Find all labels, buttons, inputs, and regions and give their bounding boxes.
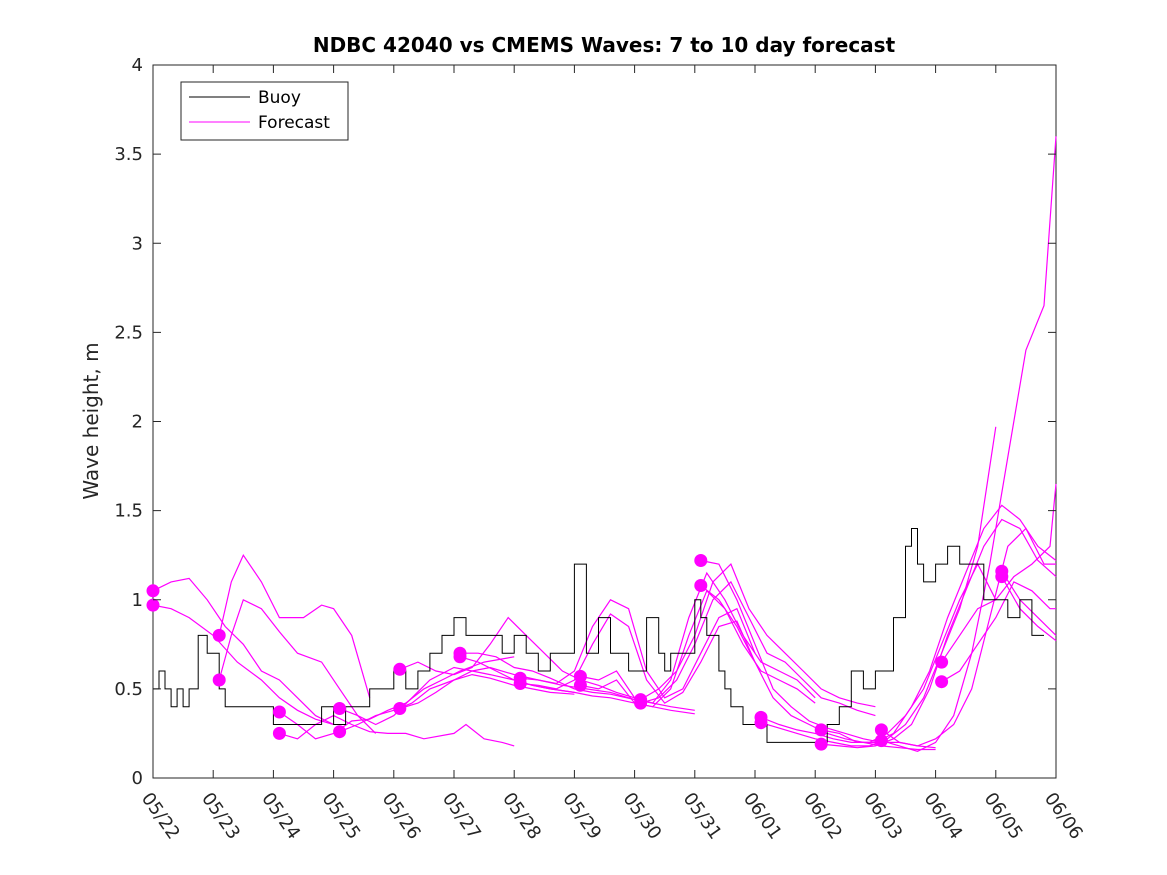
forecast-start-point-25 — [874, 723, 888, 737]
forecast-line-17 — [640, 563, 876, 708]
forecast-start-point-14 — [513, 677, 527, 690]
forecast-start-point-15 — [573, 669, 587, 683]
buoy-line — [153, 528, 1044, 743]
legend-forecast-label: Forecast — [258, 113, 330, 133]
forecast-start-point-22 — [754, 716, 768, 730]
forecast-start-point-3 — [212, 628, 226, 642]
forecast-start-point-24 — [814, 737, 828, 751]
forecast-start-point-1 — [146, 584, 160, 598]
y-tick-label: 1 — [132, 590, 143, 611]
forecast-start-point-18 — [634, 696, 648, 710]
forecast-start-point-7 — [333, 702, 347, 715]
forecast-line-15 — [580, 571, 816, 704]
forecast-start-point-5 — [272, 705, 286, 719]
forecast-line-25 — [881, 527, 1056, 747]
forecast-start-point-23 — [814, 723, 828, 737]
forecast-start-point-10 — [393, 702, 407, 715]
forecast-line-5 — [279, 656, 515, 740]
forecast-line-3 — [218, 553, 371, 698]
forecast-line-10 — [399, 666, 635, 710]
y-tick-label: 4 — [132, 55, 143, 76]
chart-title: NDBC 42040 vs CMEMS Waves: 7 to 10 day f… — [313, 33, 896, 57]
forecast-line-2 — [152, 604, 334, 726]
y-tick-label: 1.5 — [114, 501, 143, 522]
forecast-line-18 — [640, 580, 876, 717]
forecast-start-point-27 — [935, 655, 949, 669]
y-tick-label: 0.5 — [114, 679, 143, 700]
y-tick-label: 0 — [132, 768, 143, 789]
forecast-start-point-4 — [212, 673, 226, 687]
forecast-line-6 — [279, 714, 515, 747]
forecast-start-point-6 — [272, 726, 286, 740]
forecast-line-23 — [821, 504, 1057, 744]
forecast-line-29 — [1001, 570, 1057, 636]
legend-box — [180, 81, 349, 141]
forecast-line-30 — [1001, 576, 1057, 642]
forecast-line-13 — [520, 599, 756, 699]
forecast-line-1 — [152, 577, 334, 726]
y-tick-label: 3 — [132, 233, 143, 254]
y-tick-label: 2.5 — [114, 322, 143, 343]
forecast-start-point-8 — [333, 725, 347, 739]
forecast-start-point-19 — [694, 554, 708, 567]
y-axis-label: Wave height, m — [79, 342, 103, 499]
forecast-start-point-20 — [694, 579, 708, 592]
legend-buoy-label: Buoy — [258, 88, 301, 108]
y-tick-label: 2 — [132, 412, 143, 433]
series-layer — [146, 136, 1057, 752]
forecast-start-point-26 — [874, 734, 888, 748]
forecast-start-point-16 — [573, 678, 587, 692]
forecast-start-point-9 — [393, 662, 407, 676]
forecast-start-point-30 — [995, 570, 1009, 584]
forecast-start-point-12 — [453, 650, 467, 664]
forecast-line-14 — [520, 613, 756, 704]
forecast-start-point-28 — [935, 675, 949, 689]
forecast-start-point-2 — [146, 598, 160, 612]
plot-area — [152, 64, 1057, 779]
forecast-line-9 — [399, 616, 635, 699]
forecast-line-27 — [941, 483, 1057, 663]
y-tick-label: 3.5 — [114, 144, 143, 165]
forecast-line-16 — [580, 589, 816, 708]
legend: Buoy Forecast — [180, 81, 349, 141]
forecast-line-4 — [218, 598, 377, 734]
